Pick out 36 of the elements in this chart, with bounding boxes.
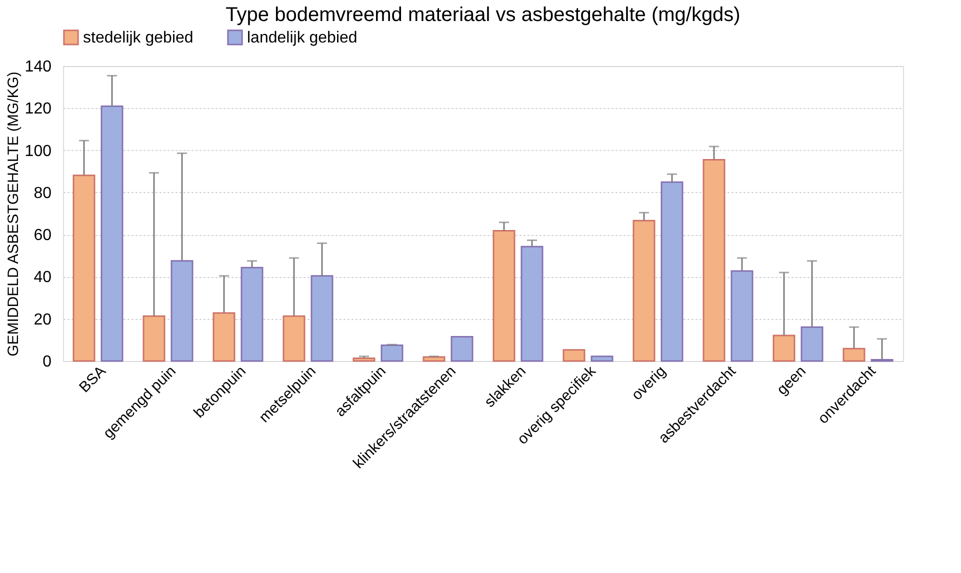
bar: [520, 246, 544, 362]
y-tick-label: 80: [34, 184, 52, 202]
legend-label: landelijk gebied: [247, 29, 358, 46]
bar: [142, 315, 166, 362]
bar: [590, 356, 614, 362]
bar: [562, 349, 586, 362]
bar: [660, 181, 684, 362]
y-tick-label: 140: [24, 58, 52, 76]
bar: [800, 326, 824, 362]
bar: [72, 174, 96, 362]
y-tick-label: 0: [42, 354, 52, 370]
y-tick-label: 120: [24, 100, 52, 118]
bar: [702, 159, 726, 362]
bar: [632, 220, 656, 362]
bar: [730, 270, 754, 362]
legend-label: stedelijk gebied: [83, 29, 194, 46]
y-tick-label: 60: [34, 227, 52, 244]
chart-title: Type bodemvreemd materiaal vs asbestgehalte (mg/kgds): [226, 4, 740, 26]
y-tick-label: 100: [24, 142, 52, 160]
bar: [310, 275, 334, 362]
bar: [842, 348, 866, 362]
y-tick-label: 40: [34, 269, 52, 286]
bar: [100, 105, 124, 362]
bar: [282, 315, 306, 362]
bar: [380, 344, 404, 362]
y-tick-label: 20: [34, 311, 52, 328]
bar: [212, 312, 236, 362]
x-tick-label: BSA: [76, 362, 110, 396]
bar: [352, 358, 376, 362]
bar: [240, 266, 264, 362]
bar: [772, 334, 796, 362]
y-axis-title: GEMIDDELD ASBESTGEHALTE (MG/KG): [4, 72, 22, 356]
bar: [422, 356, 446, 362]
bar: [492, 230, 516, 362]
bar: [450, 336, 474, 362]
bar: [170, 260, 194, 362]
